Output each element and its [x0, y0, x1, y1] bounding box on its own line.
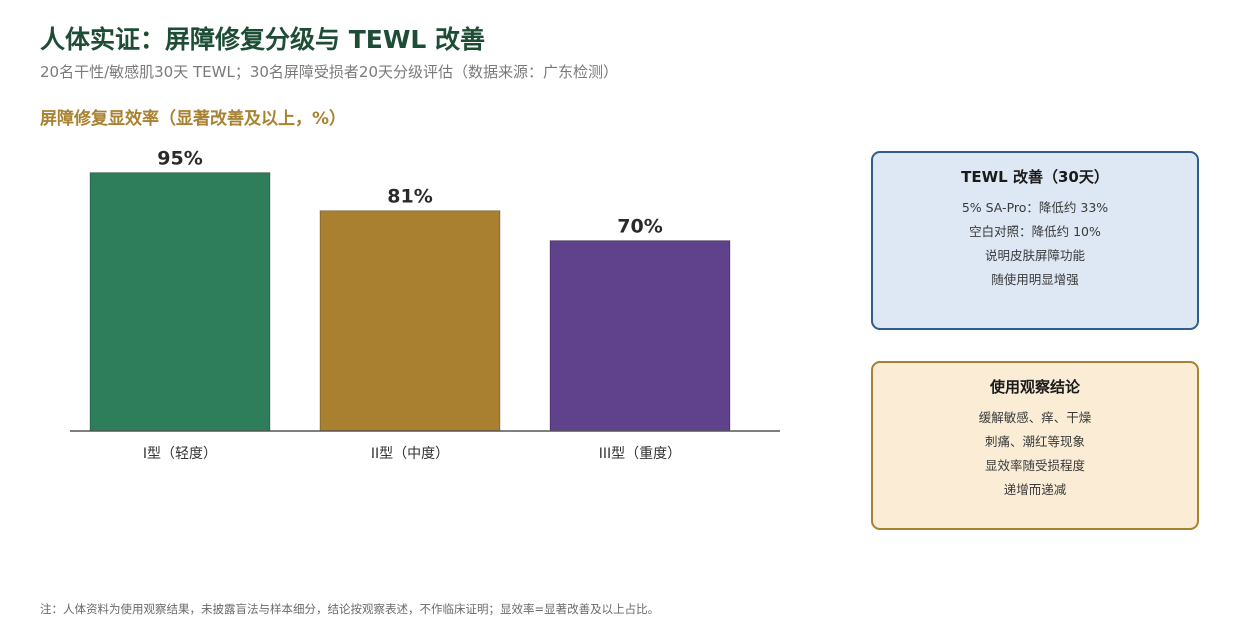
conclusion-card-line: 缓解敏感、痒、干燥	[978, 410, 1092, 425]
page-subtitle: 20名干性/敏感肌30天 TEWL；30名屏障受损者20天分级评估（数据来源：广…	[40, 63, 619, 81]
tewl-card-line: 随使用明显增强	[991, 272, 1079, 287]
x-tick-label: III型（重度）	[599, 446, 681, 462]
x-tick-label: II型（中度）	[371, 446, 449, 462]
conclusion-card-title: 使用观察结论	[989, 378, 1080, 396]
data-label: 95%	[157, 148, 202, 170]
tewl-card-line: 空白对照：降低约 10%	[969, 224, 1101, 239]
data-label: 70%	[617, 216, 662, 238]
tewl-card-title: TEWL 改善（30天）	[961, 168, 1109, 186]
tewl-card-line: 5% SA-Pro：降低约 33%	[961, 200, 1109, 215]
bar	[89, 172, 271, 432]
conclusion-card-line: 刺痛、潮红等现象	[984, 434, 1085, 449]
bar	[319, 210, 501, 432]
data-label: 81%	[387, 186, 432, 208]
chart-section-title: 屏障修复显效率（显著改善及以上，%）	[40, 109, 347, 129]
x-tick-label: I型（轻度）	[143, 446, 217, 462]
footnote: 注：人体资料为使用观察结果，未披露盲法与样本细分，结论按观察表述，不作临床证明；…	[40, 602, 660, 616]
conclusion-card-line: 递增而递减	[1003, 482, 1067, 497]
tewl-improvement-card: TEWL 改善（30天） 5% SA-Pro：降低约 33% 空白对照：降低约 …	[871, 151, 1199, 330]
bar	[549, 240, 731, 432]
conclusion-card: 使用观察结论 缓解敏感、痒、干燥 刺痛、潮红等现象 显效率随受损程度 递增而递减	[871, 361, 1199, 530]
conclusion-card-line: 显效率随受损程度	[984, 458, 1085, 473]
tewl-card-line: 说明皮肤屏障功能	[984, 248, 1085, 263]
page-title: 人体实证：屏障修复分级与 TEWL 改善	[40, 25, 486, 54]
